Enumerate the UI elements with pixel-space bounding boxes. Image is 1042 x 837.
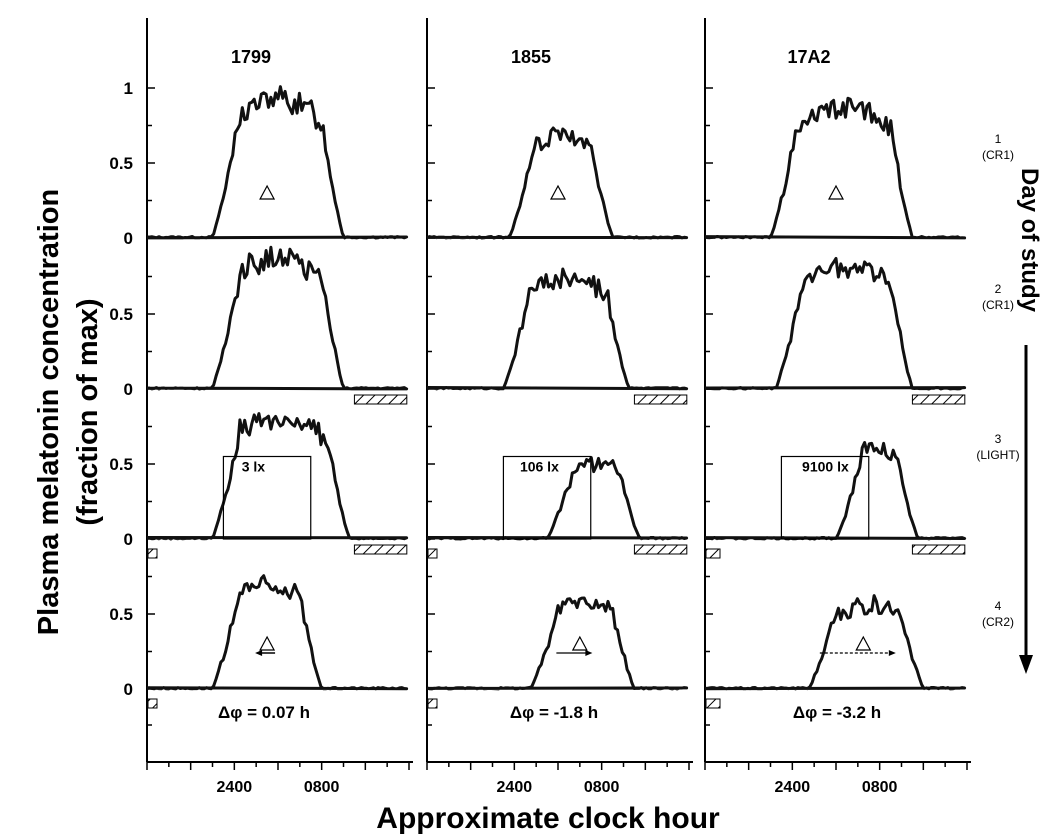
sleep-bar — [353, 394, 408, 405]
day-number-label: 3 — [995, 432, 1002, 446]
sleep-bar-small — [705, 548, 721, 559]
day-condition-label: (CR2) — [982, 615, 1014, 629]
midpoint-triangle-icon — [855, 635, 872, 651]
subject-title: 1855 — [511, 47, 551, 67]
sleep-bar — [911, 394, 966, 405]
melatonin-curve-17A2-day1 — [704, 96, 967, 240]
sleep-bar-small — [705, 698, 721, 709]
melatonin-curve-1855-day4 — [426, 596, 689, 691]
arrow-head-icon — [1019, 655, 1033, 674]
y-tick-label: 0.5 — [109, 455, 133, 474]
y-tick-label: 0 — [124, 229, 133, 248]
sleep-bar-small — [147, 548, 158, 559]
sleep-bar-small — [147, 698, 158, 709]
sleep-bar — [633, 394, 688, 405]
day-number-label: 2 — [995, 282, 1002, 296]
y-tick-label: 0.5 — [109, 154, 133, 173]
melatonin-curve-1799-day3 — [146, 412, 409, 541]
y-axis-label-line1: Plasma melatonin concentration — [33, 189, 65, 635]
sleep-bar-small — [427, 548, 438, 559]
y-tick-label: 0 — [124, 680, 133, 699]
day-condition-label: (LIGHT) — [976, 448, 1019, 462]
midpoint-triangle-icon — [259, 635, 276, 651]
light-level-label: 9100 lx — [802, 459, 849, 475]
y-tick-label: 0 — [124, 380, 133, 399]
midpoint-triangle-icon — [549, 184, 567, 200]
arrow-right-icon — [585, 650, 593, 656]
melatonin-curve-1799-day4 — [146, 574, 409, 691]
sleep-bar — [353, 544, 408, 555]
curves-layer — [146, 85, 967, 691]
subject-title: 17A2 — [787, 47, 830, 67]
midpoint-triangle-icon — [259, 184, 276, 200]
right-axis-label: Day of study — [1016, 168, 1042, 313]
x-tick-label: 2400 — [497, 779, 533, 796]
day-condition-label: (CR1) — [982, 298, 1014, 312]
sleep-bar — [911, 544, 966, 555]
phase-shift-label: Δφ = 0.07 h — [218, 703, 310, 722]
midpoint-triangle-icon — [827, 184, 845, 200]
sleep-bar-small — [427, 698, 438, 709]
x-axis-label: Approximate clock hour — [376, 802, 720, 835]
day-number-label: 1 — [995, 132, 1002, 146]
y-tick-label: 1 — [124, 79, 133, 98]
melatonin-curve-1799-day2 — [146, 245, 409, 391]
melatonin-curve-1799-day1 — [146, 85, 409, 240]
y-axis-label-line2: (fraction of max) — [72, 298, 104, 525]
subject-title: 1799 — [231, 47, 271, 67]
x-tick-label: 0800 — [584, 779, 620, 796]
light-level-label: 3 lx — [242, 459, 266, 475]
melatonin-curve-17A2-day2 — [704, 256, 967, 391]
light-exposure-box — [222, 455, 312, 540]
annotations-layer: 3 lx 106 lx 9100 lx Δφ = 0.07 h Δφ = -1.8 h Δ… — [147, 184, 966, 722]
melatonin-curve-17A2-day4 — [704, 594, 967, 691]
phase-shift-label: Δφ = -1.8 h — [510, 703, 598, 722]
melatonin-curve-1855-day2 — [426, 267, 689, 391]
day-condition-label: (CR1) — [982, 148, 1014, 162]
melatonin-curve-1855-day1 — [426, 126, 689, 240]
phase-shift-label: Δφ = -3.2 h — [793, 703, 881, 722]
day-number-label: 4 — [995, 599, 1002, 613]
light-exposure-box — [502, 455, 592, 540]
y-tick-label: 0.5 — [109, 605, 133, 624]
arrow-right-icon — [888, 650, 896, 656]
y-tick-label: 0.5 — [109, 305, 133, 324]
y-tick-label: 0 — [124, 530, 133, 549]
light-exposure-box — [780, 455, 870, 540]
arrow-left-icon — [255, 650, 263, 656]
x-tick-label: 0800 — [862, 779, 898, 796]
x-tick-label: 2400 — [775, 779, 811, 796]
x-tick-label: 0800 — [304, 779, 340, 796]
melatonin-curve-1855-day3 — [426, 456, 689, 541]
sleep-bar — [633, 544, 688, 555]
x-tick-label: 2400 — [217, 779, 253, 796]
light-level-label: 106 lx — [520, 459, 559, 475]
midpoint-triangle-icon — [571, 635, 588, 651]
